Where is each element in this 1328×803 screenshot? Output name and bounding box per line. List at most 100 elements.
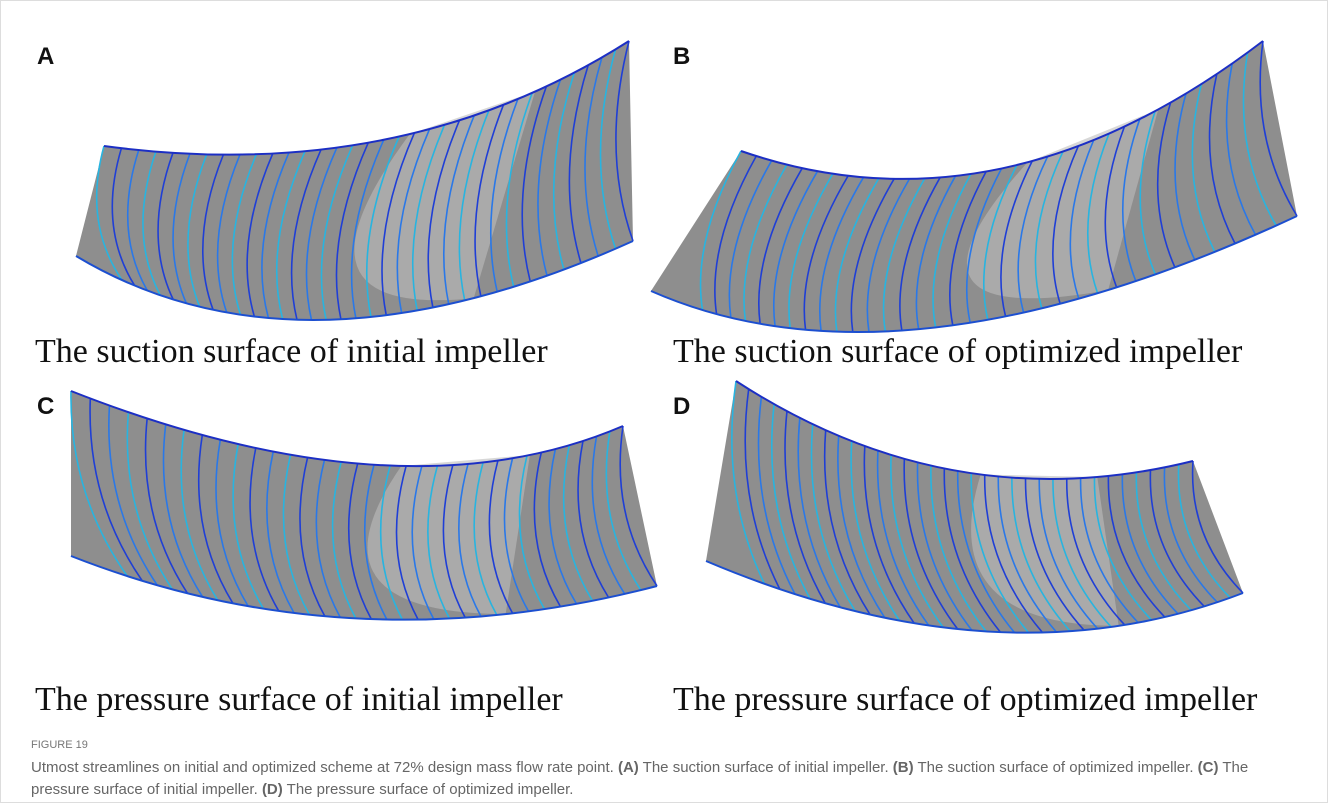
streamline xyxy=(381,132,416,316)
streamline xyxy=(548,448,578,605)
streamline xyxy=(915,175,957,330)
streamline xyxy=(1122,118,1141,282)
streamline xyxy=(126,412,173,590)
streamline xyxy=(965,168,1003,323)
streamline xyxy=(731,380,766,585)
blade-edge xyxy=(650,215,1298,334)
streamline xyxy=(473,462,498,616)
streamline xyxy=(443,115,475,305)
streamline xyxy=(157,152,174,300)
streamline xyxy=(363,464,388,620)
streamline xyxy=(552,72,576,270)
streamline xyxy=(1038,478,1099,630)
streamline xyxy=(396,128,431,314)
streamline xyxy=(216,154,241,313)
streamline xyxy=(1107,475,1166,618)
streamline xyxy=(232,443,265,610)
streamline xyxy=(916,462,973,631)
streamline xyxy=(584,57,603,257)
streamline xyxy=(290,149,322,320)
streamline xyxy=(1052,145,1080,304)
streamline xyxy=(505,92,533,287)
blade-edge xyxy=(70,555,658,621)
streamline xyxy=(743,164,788,322)
streamline xyxy=(882,178,926,332)
streamline xyxy=(320,144,354,320)
streamline xyxy=(562,445,594,602)
streamline xyxy=(876,450,930,626)
streamline xyxy=(1163,467,1218,603)
streamline xyxy=(458,463,482,617)
streamline xyxy=(615,40,634,242)
streamline xyxy=(1086,133,1110,294)
blade-edge xyxy=(735,380,1194,480)
streamline xyxy=(1121,474,1179,615)
caption-segment: (D) xyxy=(261,781,283,798)
streamline xyxy=(619,425,658,587)
streamline xyxy=(533,452,562,608)
figure-art xyxy=(70,40,1298,634)
streamline xyxy=(111,147,136,287)
streamline xyxy=(144,418,189,594)
streamline xyxy=(1177,464,1231,599)
streamline xyxy=(728,160,773,318)
streamline xyxy=(489,98,519,292)
streamline xyxy=(932,173,972,328)
streamline xyxy=(275,150,306,320)
streamline xyxy=(943,468,1001,633)
streamline xyxy=(305,147,338,321)
panel-letter: D xyxy=(673,393,691,420)
streamline xyxy=(1135,472,1192,611)
streamline xyxy=(930,465,987,632)
figure-label: FIGURE 19 xyxy=(31,739,88,751)
streamline xyxy=(365,136,400,318)
streamline xyxy=(1079,478,1139,624)
streamline xyxy=(299,457,326,617)
panel-caption: The pressure surface of initial impeller xyxy=(35,681,563,718)
streamline xyxy=(503,458,530,612)
streamline xyxy=(331,461,357,619)
streamline xyxy=(772,170,819,327)
streamline xyxy=(215,439,249,607)
streamline xyxy=(335,142,369,320)
caption-segment: The pressure surface of initial impeller… xyxy=(31,759,1249,798)
streamline xyxy=(1052,478,1112,628)
panel-letter: C xyxy=(37,393,55,420)
streamline xyxy=(797,417,841,608)
streamline xyxy=(956,470,1016,634)
streamline xyxy=(788,173,834,329)
streamline xyxy=(714,155,757,315)
streamline xyxy=(699,150,742,311)
blade-edge xyxy=(740,40,1264,180)
streamline xyxy=(347,463,373,620)
streamline xyxy=(537,79,562,276)
streamline xyxy=(474,104,505,297)
streamline xyxy=(89,398,143,582)
streamline xyxy=(246,153,274,317)
streamline xyxy=(1191,83,1216,253)
streamline xyxy=(818,176,865,332)
streamline xyxy=(890,454,944,628)
streamline xyxy=(379,465,404,621)
streamline xyxy=(970,473,1030,634)
streamline xyxy=(1093,477,1153,621)
streamline xyxy=(983,164,1018,320)
caption-segment: (A) xyxy=(617,759,639,776)
streamline xyxy=(411,465,435,620)
panel-caption: The suction surface of optimized impelle… xyxy=(673,333,1243,370)
streamline xyxy=(1017,156,1049,313)
streamline xyxy=(427,465,451,619)
streamline xyxy=(1069,139,1095,299)
streamline xyxy=(488,460,514,614)
streamline xyxy=(757,396,796,595)
streamline xyxy=(442,464,466,619)
streamline xyxy=(577,440,610,598)
blade xyxy=(651,41,1297,333)
blade-edge xyxy=(103,40,630,156)
streamline xyxy=(784,411,826,604)
streamline xyxy=(172,153,191,304)
streamline xyxy=(605,431,642,591)
streamline xyxy=(834,177,880,332)
streamline xyxy=(142,151,161,296)
